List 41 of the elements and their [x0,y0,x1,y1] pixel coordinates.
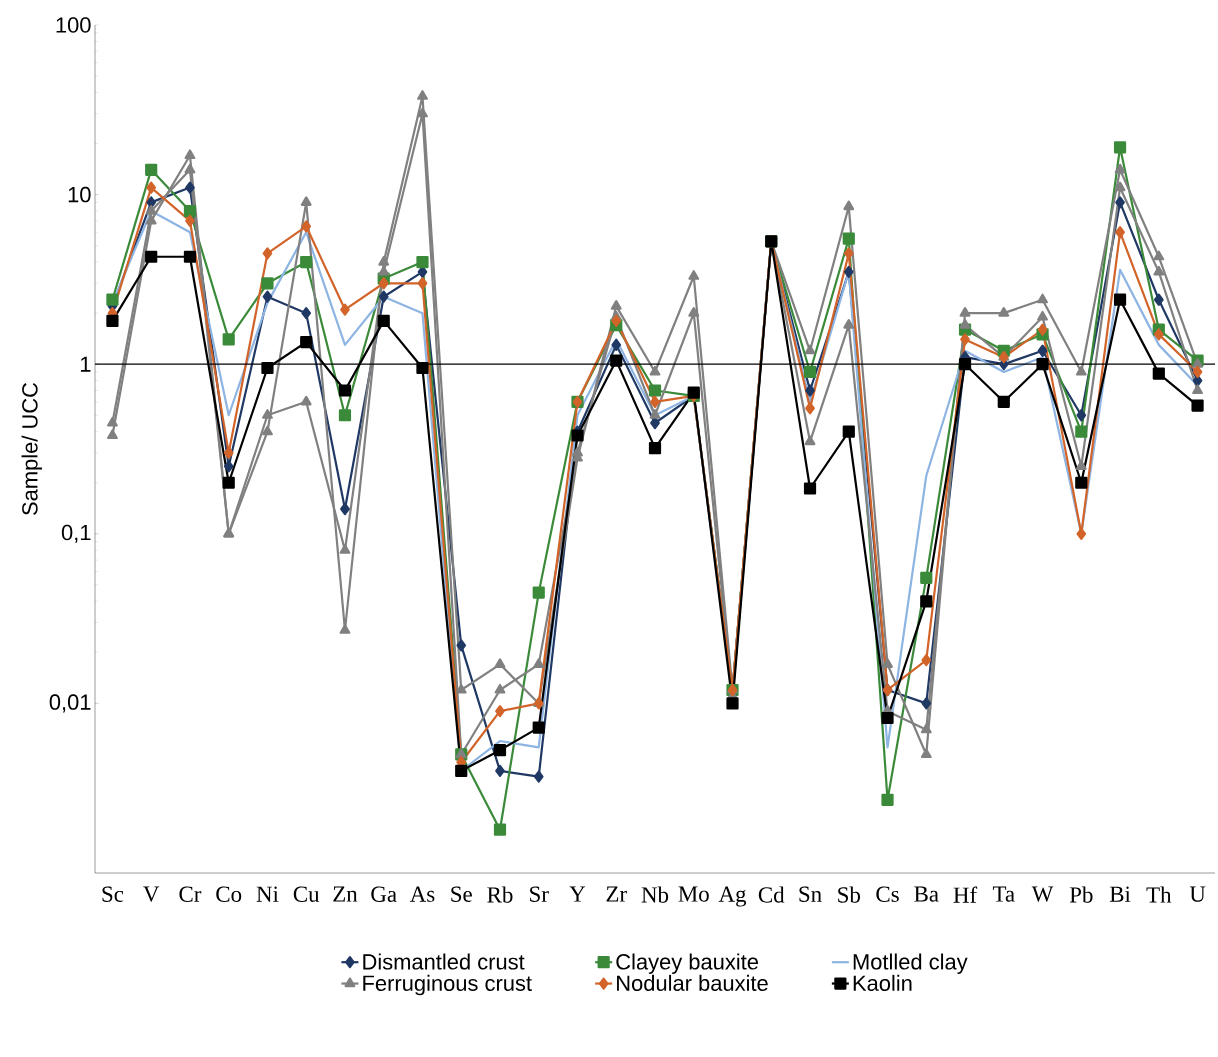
legend-label: Dismantled crust [363,953,525,970]
legend-label: Kaolin [853,974,912,991]
x-tick-label: Th [1146,886,1172,903]
x-tick-label: Zn [333,886,358,902]
x-tick-label: Co [216,886,242,902]
y-tick-label: 10 [68,186,91,203]
x-tick-label: Ni [256,886,279,902]
y-tick-label: 0,1 [61,524,91,543]
x-tick-label: Sc [102,886,124,902]
legend-label: Ferruginous crust [363,974,532,996]
legend-label: Clayey bauxite [616,953,758,974]
x-tick-label: Ag [718,886,747,907]
x-tick-label: Se [451,886,472,902]
x-tick-label: Cd [758,886,785,903]
x-tick-label: Cs [876,886,899,902]
x-tick-label: Cu [293,886,320,902]
y-tick-label: 100 [56,17,91,33]
legend-label: Nodular bauxite [617,974,768,991]
x-tick-label: V [143,886,160,902]
x-tick-label: Ba [914,886,939,902]
legend-label: Motlled clay [853,953,968,974]
x-tick-label: Pb [1069,886,1093,903]
x-tick-label: W [1031,886,1054,902]
x-tick-label: Nb [641,886,669,903]
x-tick-label: U [1189,886,1206,902]
y-tick-label: 1 [80,356,91,372]
y-axis-title: Sample/ UCC [21,382,42,515]
x-tick-label: Ga [371,886,397,902]
x-tick-label: Sn [799,886,822,902]
x-tick-label: Ta [992,886,1015,902]
x-tick-label: Hf [953,886,978,903]
x-tick-label: Bi [1109,886,1131,902]
x-tick-label: Cr [179,886,202,902]
x-tick-label: Y [569,886,586,902]
x-tick-label: As [409,886,435,902]
x-tick-label: Mo [678,886,709,902]
x-tick-label: Sb [838,886,861,903]
x-tick-label: Rb [487,886,513,903]
x-tick-label: Zr [606,886,627,902]
x-tick-label: Sr [530,886,549,902]
y-tick-label: 0,01 [49,694,91,713]
